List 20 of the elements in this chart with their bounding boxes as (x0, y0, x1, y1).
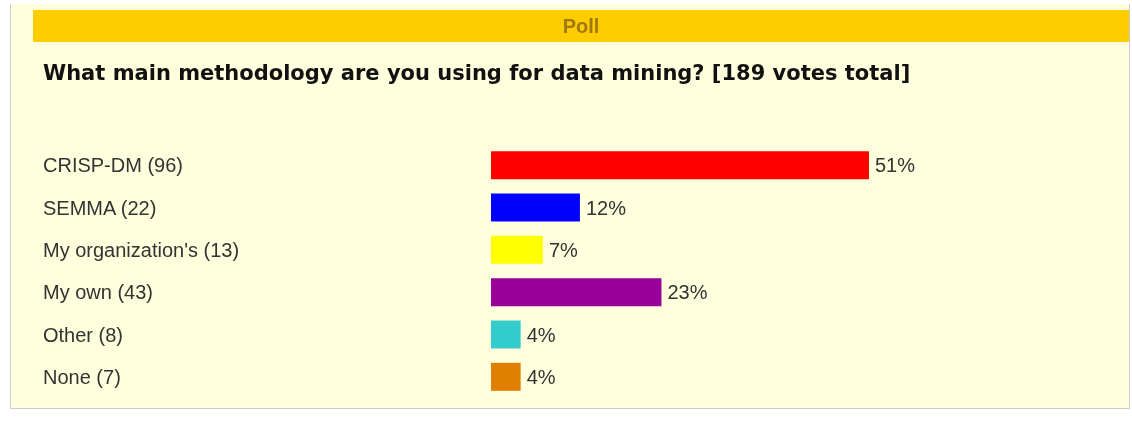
y-tick-label: My own (43) (43, 281, 154, 304)
y-tick-label: SEMMA (22) (43, 196, 157, 219)
bar (491, 278, 662, 307)
bar (491, 320, 521, 349)
bar (491, 193, 580, 222)
bar (491, 362, 521, 391)
data-label: 4% (526, 365, 556, 388)
y-tick-label: None (7) (43, 365, 121, 388)
data-label: 12% (585, 196, 627, 219)
data-label: 23% (667, 281, 708, 304)
y-tick-label: Other (8) (43, 323, 124, 346)
chart-title: Poll (33, 10, 1129, 42)
data-label: 51% (875, 154, 916, 177)
y-tick-label: My organization's (13) (43, 238, 240, 261)
data-label: 7% (548, 238, 579, 261)
bar (491, 235, 543, 264)
chart-subtitle: What main methodology are you using for data mining? [189 votes total] (43, 60, 912, 87)
data-label: 4% (526, 323, 556, 346)
y-tick-label: CRISP-DM (96) (43, 154, 184, 177)
bar (491, 151, 869, 180)
